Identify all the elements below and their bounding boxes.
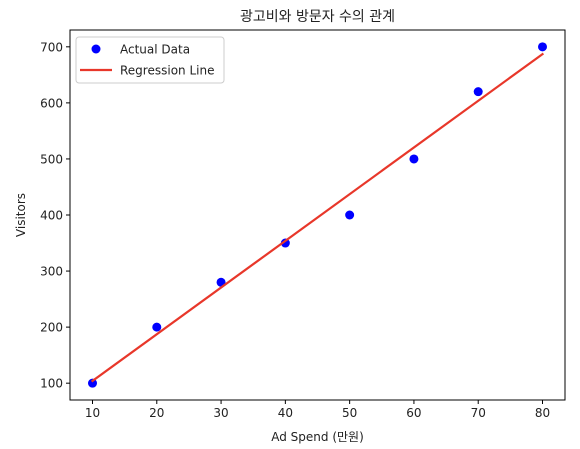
data-point-80 [538, 42, 547, 52]
x-tick-label-50: 50 [342, 406, 357, 420]
chart-title: 광고비와 방문자 수의 관계 [240, 9, 395, 25]
x-tick-label-80: 80 [535, 406, 550, 420]
legend-label-actual-data: Actual Data [120, 43, 190, 57]
axis-ticks: 10 20 30 40 50 60 70 80 100 200 300 400 500 600 700 [40, 40, 550, 420]
data-point-30 [216, 277, 226, 287]
x-tick-label-20: 20 [149, 406, 164, 420]
data-point-70 [473, 87, 483, 97]
legend-marker-actual-data [91, 44, 101, 54]
y-tick-label-400: 400 [40, 209, 63, 223]
legend-box [75, 36, 225, 84]
y-axis-label: Visitors [14, 193, 28, 237]
data-point-40 [280, 238, 290, 248]
plot-frame [69, 29, 566, 401]
y-tick-label-200: 200 [40, 321, 63, 335]
data-point-50 [345, 210, 355, 220]
y-tick-label-700: 700 [40, 40, 63, 54]
legend: Actual Data Regression Line [75, 36, 225, 84]
y-tick-label-100: 100 [40, 377, 63, 391]
x-tick-label-10: 10 [85, 406, 100, 420]
y-tick-label-600: 600 [40, 96, 63, 110]
data-point-10 [88, 378, 97, 388]
x-tick-label-40: 40 [278, 406, 293, 420]
data-point-60 [409, 154, 419, 164]
y-tick-label-300: 300 [40, 265, 63, 279]
y-tick-label-500: 500 [40, 152, 63, 166]
data-point-20 [152, 322, 162, 332]
plot-data [88, 42, 547, 388]
regression-line [90, 52, 545, 383]
x-tick-label-70: 70 [471, 406, 486, 420]
x-tick-label-30: 30 [213, 406, 228, 420]
legend-label-regression-line: Regression Line [120, 64, 214, 78]
x-axis-label: Ad Spend (만원) [271, 430, 364, 444]
x-tick-label-60: 60 [406, 406, 421, 420]
